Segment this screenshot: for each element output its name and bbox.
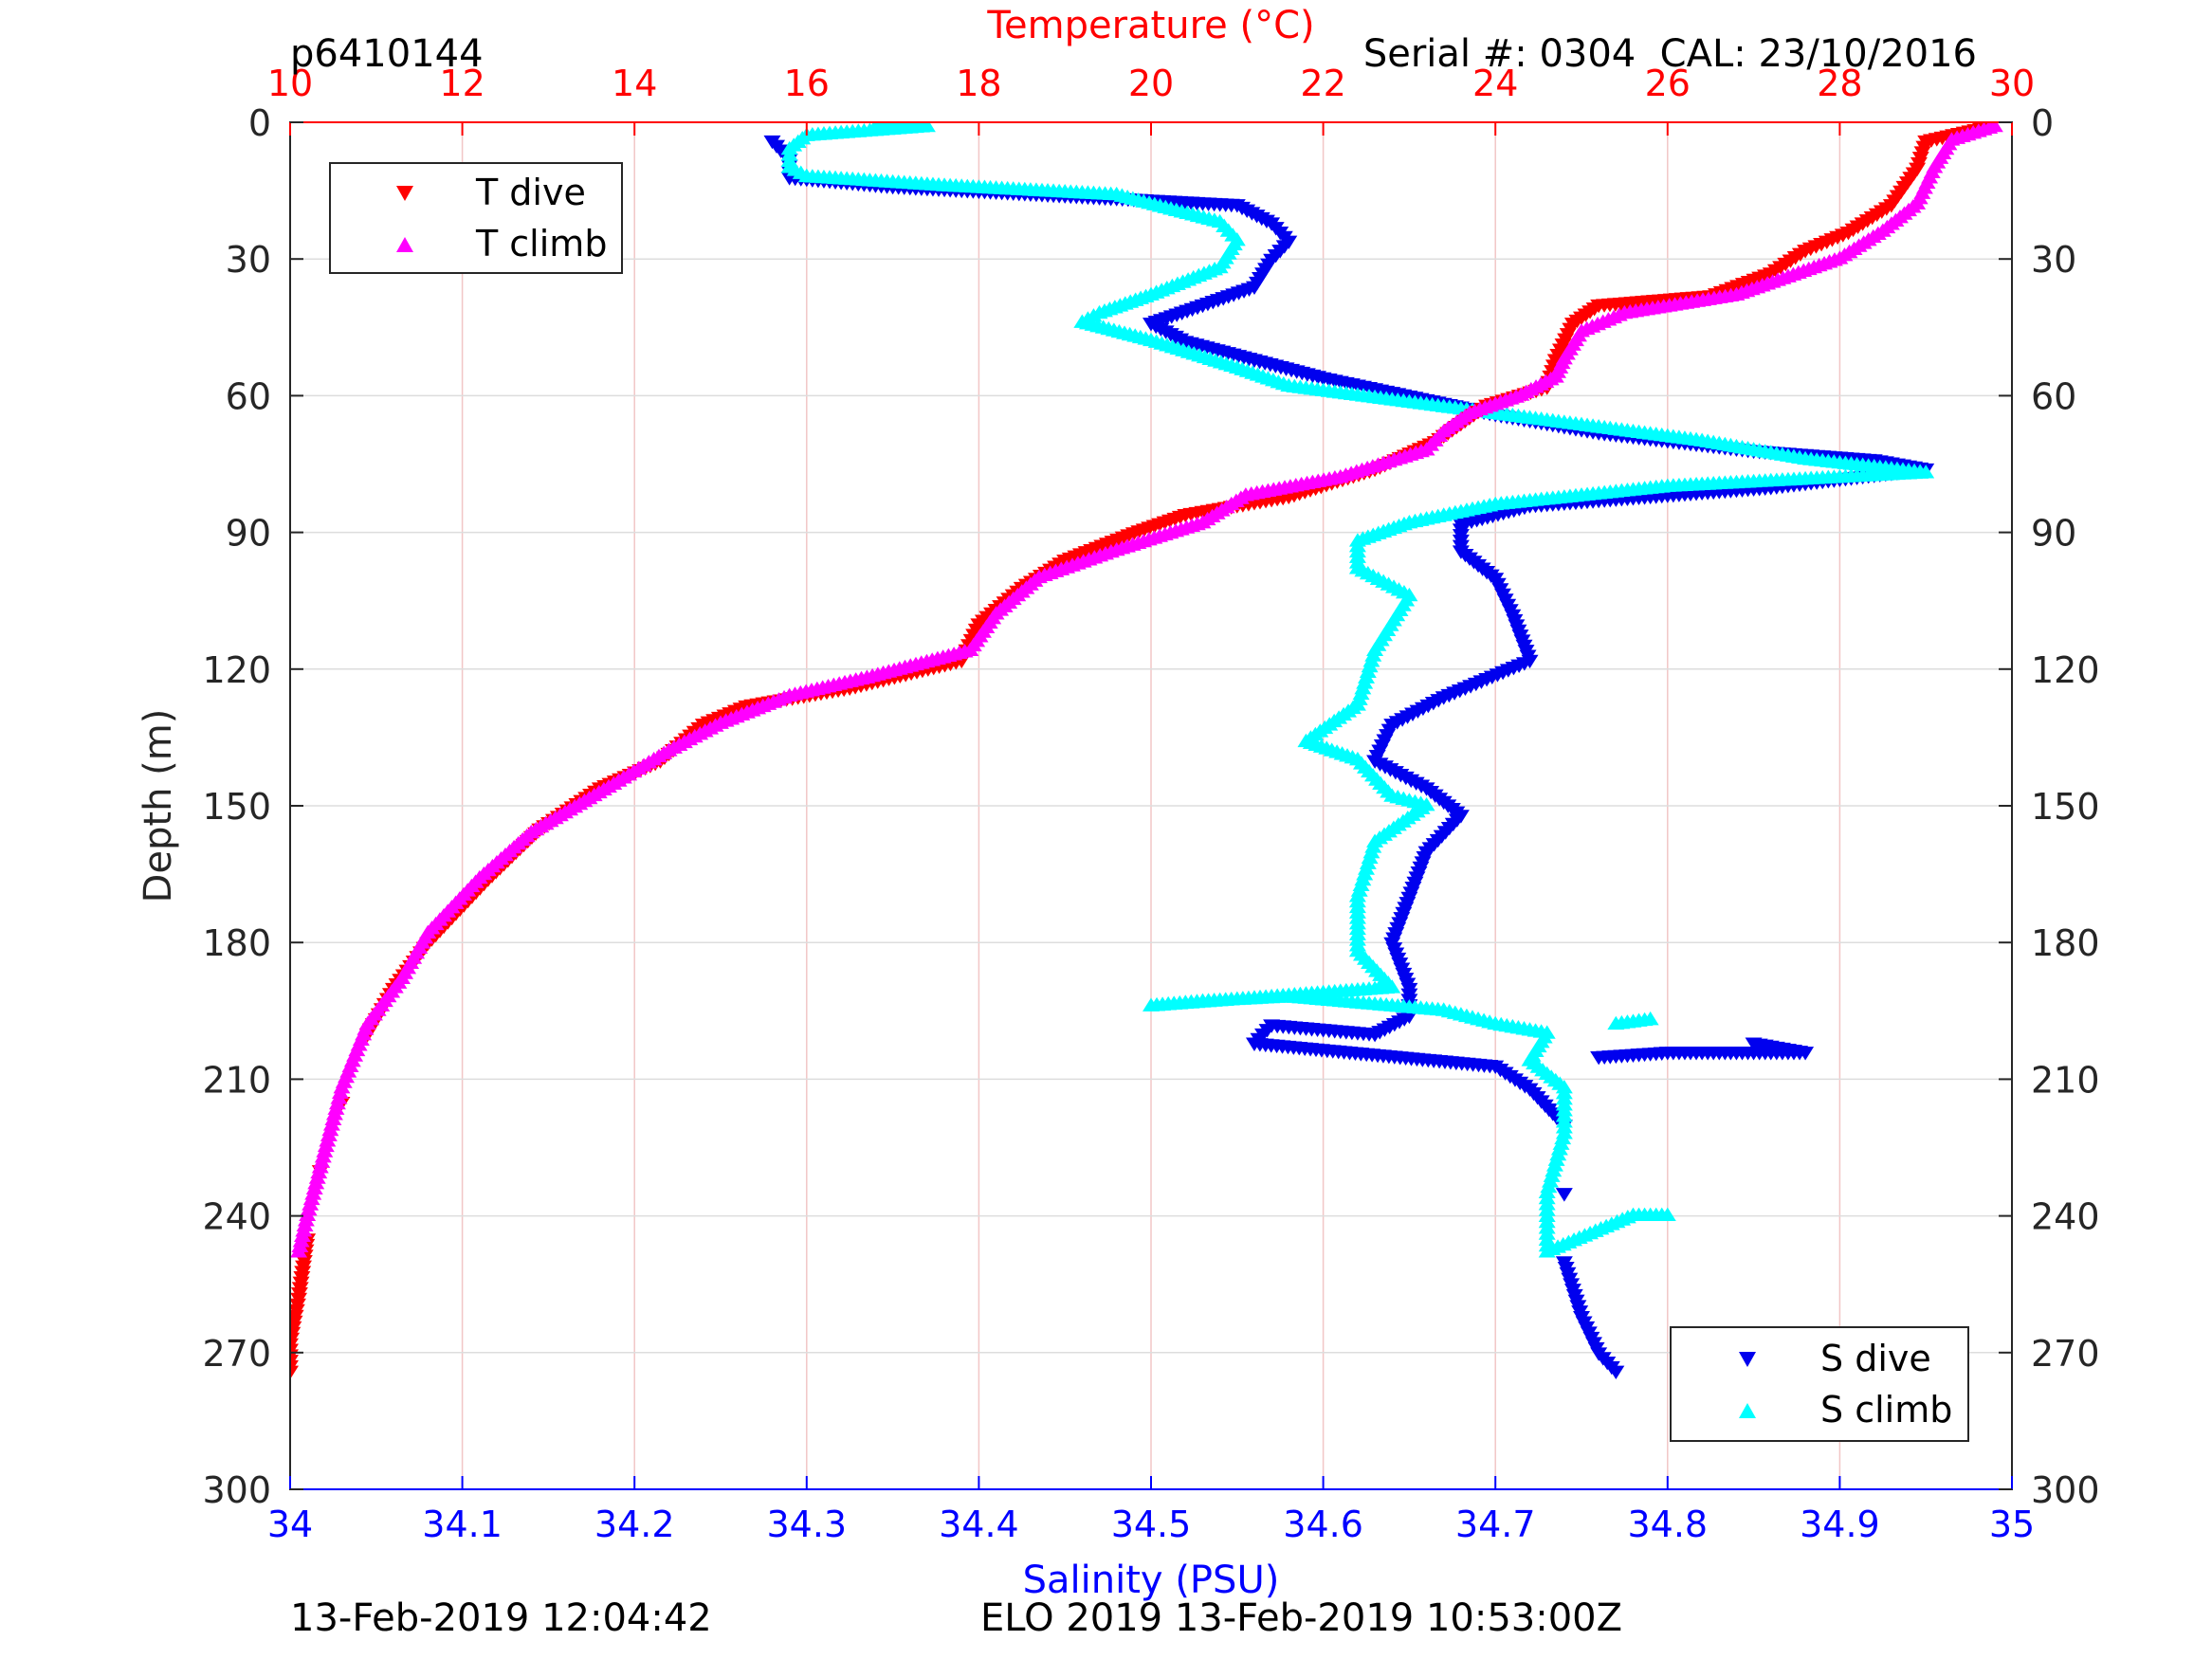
legend-marker-t-dive	[396, 186, 413, 201]
temperature-legend: T dive T climb	[329, 162, 623, 274]
legend-label-s-climb: S climb	[1820, 1389, 1952, 1431]
depth-tick-label-right: 90	[2031, 513, 2076, 555]
mission-label: ELO 2019 13-Feb-2019 10:53:00Z	[980, 1596, 1622, 1640]
temperature-tick-label: 18	[956, 63, 1001, 104]
salinity-tick-label: 34	[267, 1504, 313, 1545]
depth-tick-label-left: 60	[226, 375, 271, 417]
depth-tick-label-right: 60	[2031, 375, 2076, 417]
temperature-tick-label: 26	[1645, 63, 1691, 104]
data-point	[1590, 1050, 1608, 1066]
depth-tick-label-left: 30	[226, 239, 271, 281]
legend-label-t-climb: T climb	[475, 223, 607, 264]
temperature-tick-label: 12	[439, 63, 484, 104]
temperature-axis-label: Temperature (°C)	[986, 4, 1314, 47]
temperature-tick-label: 20	[1128, 63, 1174, 104]
depth-tick-label-right: 240	[2031, 1196, 2100, 1238]
salinity-legend: S dive S climb	[1670, 1326, 1969, 1442]
legend-marker-t-climb	[396, 237, 413, 252]
temperature-tick-label: 10	[267, 63, 313, 104]
data-point	[1658, 1207, 1676, 1221]
depth-tick-label-left: 210	[202, 1059, 271, 1101]
salinity-tick-label: 34.6	[1283, 1504, 1363, 1545]
axis-ticks: 10 12 14 16 18 20 22 24 26 28 30 34 34.1 34.2 34.3 34.4…	[202, 63, 2099, 1545]
data-point	[1641, 1011, 1659, 1026]
depth-tick-label-right: 30	[2031, 239, 2076, 281]
temperature-tick-label: 22	[1300, 63, 1345, 104]
depth-tick-label-left: 90	[226, 513, 271, 555]
depth-tick-label-right: 300	[2031, 1469, 2100, 1511]
glider-id: p6410144	[290, 32, 484, 76]
depth-tick-label-right: 210	[2031, 1059, 2100, 1101]
temperature-tick-label: 28	[1817, 63, 1862, 104]
depth-axis-label: Depth (m)	[137, 709, 180, 903]
legend-marker-s-climb	[1739, 1403, 1756, 1418]
depth-tick-label-left: 120	[202, 649, 271, 691]
data-point	[290, 1355, 299, 1369]
salinity-legend-box	[1670, 1326, 1969, 1442]
depth-tick-label-right: 180	[2031, 922, 2100, 964]
data-point	[1555, 1188, 1573, 1202]
legend-label-s-dive: S dive	[1820, 1338, 1931, 1379]
temperature-tick-label: 16	[784, 63, 830, 104]
plot-timestamp: 13-Feb-2019 12:04:42	[290, 1596, 712, 1640]
data-series	[290, 122, 2003, 1380]
salinity-tick-label: 35	[1989, 1504, 2035, 1545]
legend-marker-s-dive	[1739, 1352, 1756, 1367]
salinity-tick-label: 34.8	[1627, 1504, 1708, 1545]
data-point	[290, 1244, 308, 1258]
series-s-climb	[780, 122, 1935, 1258]
depth-tick-label-left: 240	[202, 1196, 271, 1238]
depth-tick-label-left: 270	[202, 1333, 271, 1375]
temperature-legend-box	[329, 162, 623, 274]
salinity-tick-label: 34.1	[422, 1504, 503, 1545]
salinity-tick-label: 34.7	[1455, 1504, 1536, 1545]
temperature-tick-label: 30	[1989, 63, 2035, 104]
depth-tick-label-right: 120	[2031, 649, 2100, 691]
depth-tick-label-right: 0	[2031, 102, 2054, 144]
serial-cal-label: Serial #: 0304 CAL: 23/10/2016	[1363, 32, 1977, 76]
salinity-tick-label: 34.5	[1111, 1504, 1192, 1545]
salinity-tick-label: 34.4	[939, 1504, 1019, 1545]
depth-tick-label-left: 180	[202, 922, 271, 964]
depth-tick-label-right: 150	[2031, 786, 2100, 828]
temperature-tick-label: 24	[1472, 63, 1518, 104]
depth-tick-label-left: 300	[202, 1469, 271, 1511]
depth-tick-label-left: 0	[248, 102, 271, 144]
data-point	[1607, 1365, 1625, 1380]
salinity-tick-label: 34.2	[594, 1504, 675, 1545]
data-point	[290, 1365, 299, 1380]
legend-label-t-dive: T dive	[475, 172, 586, 213]
salinity-axis-label: Salinity (PSU)	[1023, 1559, 1280, 1602]
salinity-tick-label: 34.3	[766, 1504, 847, 1545]
salinity-tick-label: 34.9	[1800, 1504, 1880, 1545]
temperature-tick-label: 14	[612, 63, 657, 104]
depth-tick-label-left: 150	[202, 786, 271, 828]
series-t-climb	[290, 122, 2003, 1258]
depth-tick-label-right: 270	[2031, 1333, 2100, 1375]
